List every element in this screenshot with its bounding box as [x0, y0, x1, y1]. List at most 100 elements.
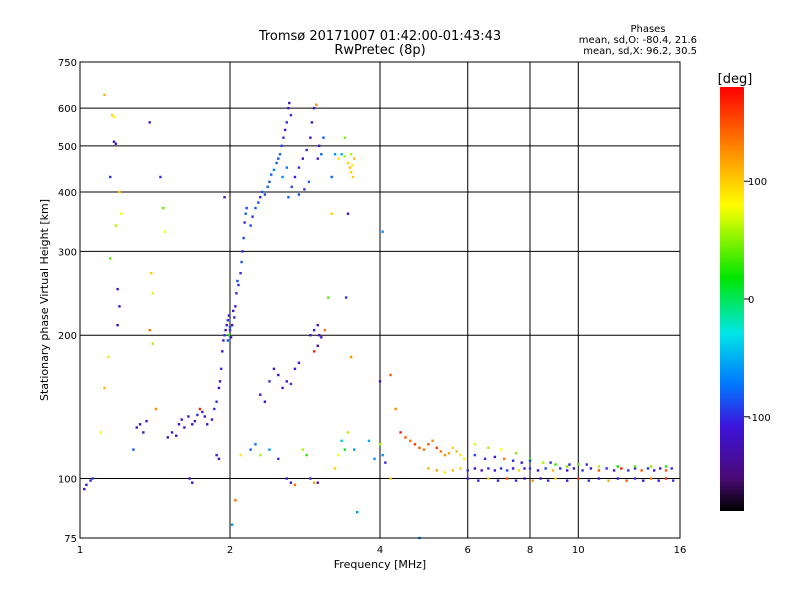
data-point: [597, 477, 601, 480]
data-point: [340, 153, 343, 156]
data-point: [502, 457, 506, 461]
data-point: [333, 467, 337, 470]
phase-stats-header: Phases: [630, 24, 665, 35]
colorbar-tick-label: 100: [748, 177, 767, 188]
data-point: [658, 467, 662, 470]
data-point: [664, 469, 668, 472]
data-point: [351, 164, 354, 167]
data-point: [340, 439, 343, 443]
data-point: [316, 323, 319, 327]
data-point: [103, 93, 106, 96]
colorbar-tick-label: 0: [748, 295, 754, 306]
data-point: [349, 355, 353, 359]
y-tick-label: 200: [58, 331, 77, 342]
data-point: [413, 443, 417, 446]
data-point: [330, 212, 333, 215]
data-point: [431, 439, 434, 443]
data-point: [633, 477, 637, 480]
data-point: [282, 136, 285, 139]
data-point: [657, 479, 660, 482]
data-point: [499, 448, 503, 451]
data-point: [539, 477, 542, 480]
data-points: [83, 93, 675, 540]
data-point: [259, 195, 262, 199]
data-point: [116, 287, 119, 291]
data-point: [487, 467, 490, 470]
data-point: [263, 193, 267, 196]
data-point: [201, 410, 204, 414]
data-point: [381, 453, 384, 457]
data-point: [297, 361, 301, 365]
data-point: [487, 477, 490, 480]
data-point: [237, 283, 240, 287]
x-tick-label: 16: [674, 545, 687, 556]
data-point: [523, 477, 526, 480]
y-tick-label: 750: [58, 58, 77, 69]
data-point: [317, 334, 321, 337]
data-point: [249, 224, 252, 227]
data-point: [565, 465, 569, 468]
data-point: [285, 121, 288, 124]
data-point: [145, 419, 148, 423]
data-point: [337, 453, 340, 457]
data-point: [234, 305, 237, 308]
data-point: [259, 453, 262, 457]
data-point: [177, 423, 181, 426]
data-point: [381, 230, 384, 233]
data-point: [305, 453, 308, 457]
data-point: [316, 344, 319, 348]
data-point: [572, 467, 576, 470]
data-point: [285, 477, 288, 480]
y-tick-label: 100: [58, 475, 77, 486]
data-point: [565, 469, 569, 472]
data-point: [245, 206, 248, 210]
data-point: [228, 325, 232, 329]
data-point: [307, 180, 311, 184]
data-point: [227, 334, 231, 337]
data-point: [309, 136, 312, 139]
data-point: [620, 467, 623, 470]
data-point: [427, 443, 430, 446]
colorbar-tick-label: -100: [748, 413, 771, 424]
data-point: [275, 161, 278, 165]
data-point: [226, 319, 230, 322]
data-point: [373, 457, 376, 461]
data-point: [233, 316, 236, 319]
data-point: [268, 448, 271, 451]
y-tick-label: 75: [64, 534, 77, 545]
data-point: [217, 386, 221, 390]
data-point: [114, 142, 118, 145]
data-point: [289, 113, 293, 117]
data-point: [183, 426, 186, 429]
data-point: [443, 453, 447, 457]
data-point: [344, 296, 348, 299]
data-point: [646, 467, 650, 470]
y-tick-label: 400: [58, 188, 77, 199]
data-point: [198, 407, 202, 411]
data-point: [142, 431, 145, 434]
data-point: [107, 355, 110, 359]
data-point: [447, 452, 451, 455]
data-point: [210, 418, 214, 421]
data-point: [120, 212, 123, 215]
data-point: [242, 236, 245, 240]
data-point: [551, 469, 555, 472]
data-point: [493, 469, 497, 472]
data-point: [254, 206, 257, 210]
data-point: [285, 380, 288, 383]
data-point: [240, 260, 243, 264]
data-point: [505, 477, 509, 480]
data-point: [215, 453, 218, 457]
data-point: [581, 469, 584, 472]
x-tick-label: 1: [77, 545, 83, 556]
data-point: [227, 314, 231, 317]
data-point: [616, 477, 619, 480]
data-point: [272, 168, 276, 172]
data-point: [327, 296, 330, 299]
data-point: [277, 373, 280, 377]
data-point: [312, 106, 316, 110]
data-point: [343, 136, 347, 139]
data-point: [293, 367, 297, 371]
data-point: [652, 469, 656, 472]
data-point: [577, 463, 580, 466]
